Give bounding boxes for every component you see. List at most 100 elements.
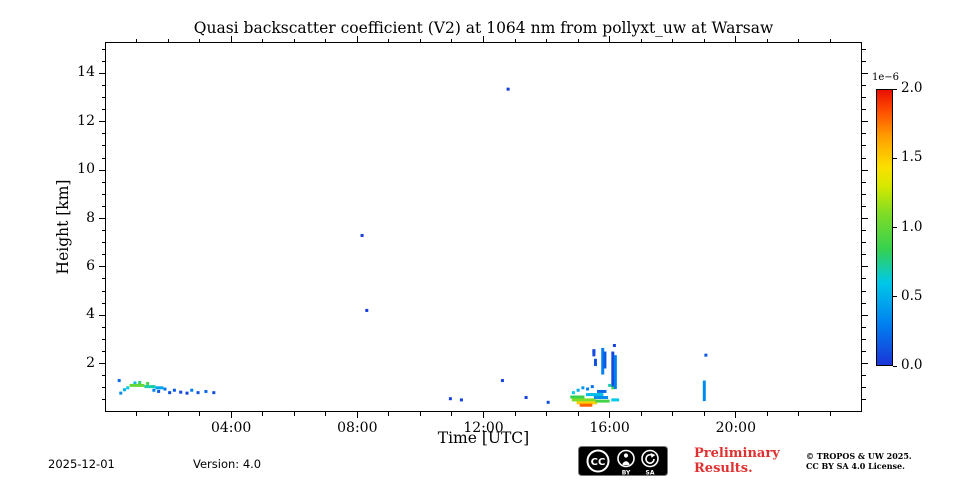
- y-minor-tick: [101, 193, 105, 195]
- x-minor-tick-top: [388, 38, 390, 42]
- colorbar-tick-label: 1.5: [901, 149, 923, 166]
- x-minor-tick-top: [293, 38, 295, 42]
- x-minor-tick-top: [829, 38, 831, 42]
- y-major-tick: [99, 169, 105, 171]
- colorbar-exponent-label: 1e−6: [872, 72, 900, 83]
- x-major-tick: [356, 412, 358, 418]
- x-minor-tick: [293, 412, 295, 416]
- x-minor-tick-top: [262, 38, 264, 42]
- x-minor-tick: [325, 412, 327, 416]
- y-tick-label: 6: [86, 257, 95, 274]
- x-minor-tick-top: [325, 38, 327, 42]
- x-minor-tick: [672, 412, 674, 416]
- x-major-tick-top: [356, 36, 358, 42]
- x-axis-label: Time [UTC]: [437, 429, 530, 447]
- y-minor-tick: [101, 375, 105, 377]
- y-minor-tick-right: [862, 109, 866, 111]
- footer-date: 2025-12-01: [48, 457, 115, 471]
- x-minor-tick-top: [546, 38, 548, 42]
- x-major-tick: [735, 412, 737, 418]
- y-minor-tick: [101, 351, 105, 353]
- y-major-tick-right: [862, 121, 868, 123]
- y-minor-tick-right: [862, 399, 866, 401]
- x-minor-tick: [829, 412, 831, 416]
- x-minor-tick: [703, 412, 705, 416]
- x-minor-tick-top: [419, 38, 421, 42]
- x-minor-tick: [640, 412, 642, 416]
- y-minor-tick: [101, 254, 105, 256]
- y-minor-tick-right: [862, 278, 866, 280]
- y-minor-tick: [101, 326, 105, 328]
- x-minor-tick-top: [672, 38, 674, 42]
- y-minor-tick: [101, 205, 105, 207]
- y-minor-tick: [101, 338, 105, 340]
- by-label: BY: [622, 470, 631, 477]
- x-minor-tick: [546, 412, 548, 416]
- y-minor-tick-right: [862, 387, 866, 389]
- x-major-tick-top: [230, 36, 232, 42]
- preliminary-line1: Preliminary: [694, 446, 780, 461]
- colorbar-tick-label: 0.5: [901, 287, 923, 304]
- colorbar-tick: [893, 88, 897, 90]
- y-tick-label: 4: [86, 306, 95, 323]
- y-minor-tick: [101, 290, 105, 292]
- x-minor-tick-top: [451, 38, 453, 42]
- y-minor-tick-right: [862, 254, 866, 256]
- y-major-tick: [99, 363, 105, 365]
- x-minor-tick-top: [577, 38, 579, 42]
- x-minor-tick: [577, 412, 579, 416]
- x-minor-tick: [262, 412, 264, 416]
- x-major-tick: [483, 412, 484, 418]
- x-tick-label: 04:00: [210, 420, 252, 436]
- by-attribution-icon: BY: [617, 449, 635, 477]
- y-minor-tick-right: [862, 193, 866, 195]
- y-minor-tick: [101, 85, 105, 87]
- cc-icon: [586, 449, 610, 473]
- y-major-tick: [99, 72, 105, 74]
- y-major-tick-right: [862, 218, 868, 220]
- x-minor-tick: [766, 412, 768, 416]
- copyright-line1: © TROPOS & UW 2025.: [806, 451, 912, 461]
- x-minor-tick: [514, 412, 516, 416]
- x-major-tick-top: [735, 36, 737, 42]
- copyright-line2: CC BY SA 4.0 License.: [806, 461, 905, 471]
- y-tick-label: 2: [86, 354, 95, 371]
- y-minor-tick: [101, 242, 105, 244]
- x-minor-tick-top: [798, 38, 800, 42]
- y-minor-tick-right: [862, 230, 866, 232]
- y-minor-tick-right: [862, 133, 866, 135]
- y-major-tick: [99, 218, 105, 220]
- x-tick-label: 20:00: [715, 420, 756, 436]
- y-major-tick-right: [862, 314, 868, 316]
- y-minor-tick-right: [862, 85, 866, 87]
- colorbar: [876, 89, 893, 366]
- y-minor-tick: [101, 399, 105, 401]
- x-major-tick-top: [483, 36, 484, 42]
- footer-version: Version: 4.0: [193, 457, 262, 471]
- x-major-tick-top: [609, 36, 611, 42]
- x-tick-label: 08:00: [337, 420, 378, 436]
- y-minor-tick: [101, 387, 105, 389]
- x-minor-tick: [167, 412, 169, 416]
- x-tick-label: 12:00: [463, 420, 504, 436]
- y-minor-tick-right: [862, 60, 866, 62]
- x-minor-tick-top: [703, 38, 705, 42]
- y-minor-tick-right: [862, 302, 866, 304]
- y-minor-tick-right: [862, 338, 866, 340]
- y-minor-tick: [101, 181, 105, 183]
- y-minor-tick-right: [862, 242, 866, 244]
- x-minor-tick-top: [640, 38, 642, 42]
- x-tick-label: 16:00: [589, 420, 630, 436]
- y-minor-tick-right: [862, 181, 866, 183]
- y-minor-tick: [101, 278, 105, 280]
- y-minor-tick: [101, 302, 105, 304]
- sa-label: SA: [646, 470, 655, 477]
- x-minor-tick: [388, 412, 390, 416]
- colorbar-tick: [893, 157, 897, 159]
- y-minor-tick: [101, 60, 105, 62]
- y-minor-tick-right: [862, 326, 866, 328]
- y-minor-tick-right: [862, 145, 866, 147]
- y-tick-label: 14: [77, 64, 95, 81]
- x-major-tick: [609, 412, 611, 418]
- y-major-tick-right: [862, 266, 868, 268]
